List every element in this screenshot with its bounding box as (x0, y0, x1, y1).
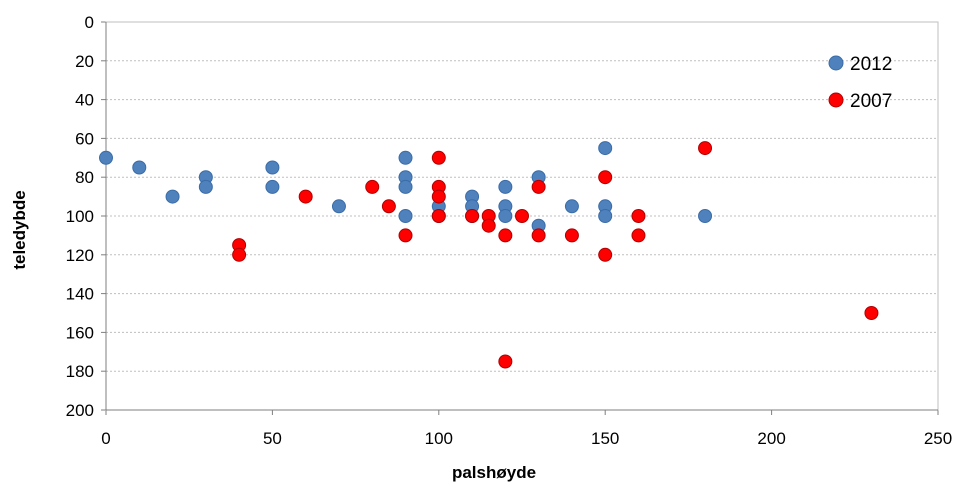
data-point-2012 (598, 141, 613, 156)
legend: 2012 2007 (828, 54, 892, 112)
y-tick-label: 20 (75, 52, 94, 71)
data-point-2007 (631, 209, 646, 223)
data-point-2012 (331, 199, 346, 214)
y-tick-label: 60 (75, 129, 94, 148)
y-tick-label: 100 (66, 207, 94, 226)
data-point-2012 (698, 209, 713, 223)
data-point-2007 (298, 189, 313, 204)
data-point-2007 (864, 306, 879, 320)
x-tick-label: 150 (591, 429, 619, 448)
y-tick-labels: 0 20 40 60 80 100 120 140 160 180 200 (66, 13, 94, 420)
data-point-2012 (265, 160, 280, 175)
data-point-2007 (232, 247, 247, 262)
y-tick-label: 180 (66, 362, 94, 381)
data-point-2012 (99, 150, 113, 165)
legend-label-2007: 2007 (850, 91, 892, 112)
data-point-2007 (481, 218, 496, 233)
data-point-2012 (132, 160, 147, 175)
data-point-2012 (398, 179, 413, 194)
data-point-2012 (265, 179, 280, 194)
x-tick-label: 100 (425, 429, 453, 448)
data-point-2007 (631, 228, 646, 243)
data-point-2007 (365, 179, 380, 194)
legend-marker-2012 (828, 55, 844, 71)
data-point-2012 (198, 179, 213, 194)
data-point-2007 (381, 199, 396, 214)
y-tick-label: 120 (66, 246, 94, 265)
y-tick-label: 140 (66, 285, 94, 304)
legend-label-2012: 2012 (850, 54, 892, 75)
data-point-2007 (498, 228, 513, 243)
x-tick-labels: 0 50 100 150 200 250 (101, 429, 952, 448)
data-point-2007 (531, 179, 546, 194)
data-point-2007 (465, 209, 480, 223)
data-point-2012 (398, 150, 413, 165)
y-tick-label: 200 (66, 401, 94, 420)
data-point-2007 (564, 228, 579, 243)
y-tick-label: 40 (75, 91, 94, 110)
data-point-2007 (531, 228, 546, 243)
x-tick-label: 0 (101, 429, 110, 448)
x-tick-label: 250 (924, 429, 952, 448)
data-point-2007 (431, 209, 446, 223)
data-point-2012 (598, 209, 613, 223)
data-point-2012 (165, 189, 180, 204)
y-tick-label: 80 (75, 168, 94, 187)
data-point-2007 (698, 141, 713, 156)
x-tick-label: 50 (263, 429, 282, 448)
data-point-2007 (598, 247, 613, 262)
x-tick-label: 200 (757, 429, 785, 448)
y-tick-label: 0 (85, 13, 94, 32)
data-point-2007 (398, 228, 413, 243)
data-point-2012 (564, 199, 579, 214)
gridlines (106, 60, 938, 411)
y-tick-label: 160 (66, 323, 94, 342)
data-point-2007 (431, 189, 446, 204)
data-point-2012 (398, 209, 413, 223)
x-axis-title: palshøyde (452, 463, 536, 482)
legend-marker-2007 (828, 92, 844, 108)
data-point-2007 (498, 354, 513, 369)
data-point-2007 (515, 209, 529, 223)
data-point-2007 (598, 170, 613, 185)
data-point-2012 (498, 179, 513, 194)
y-axis-title: teledybde (10, 190, 29, 269)
data-point-2007 (431, 150, 446, 165)
data-points (99, 141, 879, 369)
axes (101, 21, 939, 415)
data-point-2012 (498, 209, 513, 223)
